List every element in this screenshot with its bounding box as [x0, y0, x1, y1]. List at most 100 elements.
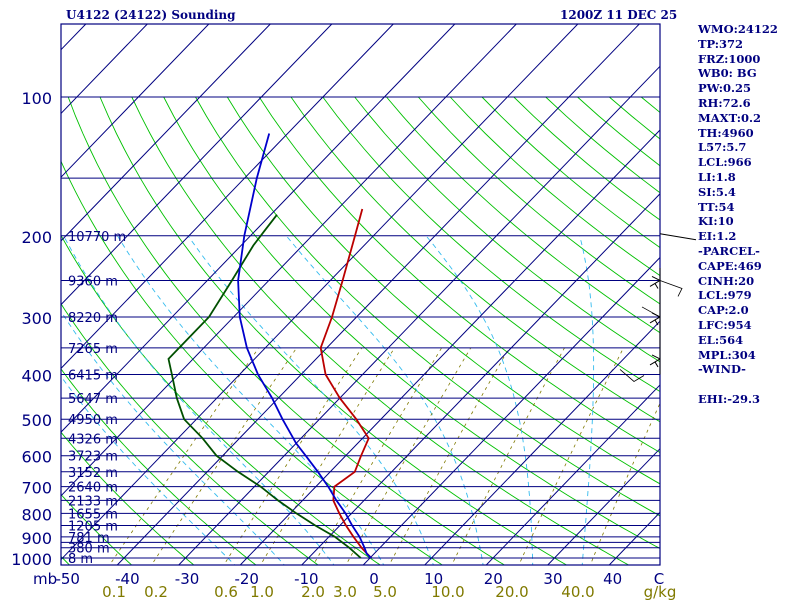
pressure-label: 400 — [21, 367, 52, 386]
dry-adiabat — [99, 96, 568, 565]
dry-adiabat — [354, 96, 660, 363]
isotherm — [61, 24, 333, 306]
moist-adiabat — [61, 310, 285, 565]
mixing-ratio-line — [259, 347, 395, 565]
parcel-profile — [237, 133, 372, 559]
pressure-label: 700 — [21, 479, 52, 498]
temperature-tick-label: 30 — [543, 570, 562, 588]
isotherm — [61, 24, 394, 370]
index-item: MPL:304 — [698, 347, 756, 362]
height-label: 9360 m — [68, 274, 118, 289]
isotherm — [116, 24, 640, 565]
index-item: LCL:966 — [698, 155, 752, 170]
dry-adiabat — [226, 96, 660, 485]
dry-adiabat — [0, 97, 10, 568]
dry-adiabat — [322, 96, 660, 393]
height-label: 7265 m — [68, 342, 118, 357]
celsius-unit-label: C — [654, 570, 664, 588]
height-label: 2640 m — [68, 481, 118, 496]
temperature-tick-label: -40 — [115, 570, 140, 588]
height-label: 1205 m — [68, 519, 118, 534]
chart-title: U4122 (24122) Sounding — [66, 8, 236, 22]
mixing-ratio-line — [451, 347, 565, 565]
mixing-ratio-line — [151, 347, 298, 565]
pressure-label: 200 — [21, 228, 52, 247]
pressure-label: 1000 — [11, 550, 52, 569]
temperature-tick-label: 0 — [369, 570, 379, 588]
mixing-ratio-label: 3.0 — [333, 583, 357, 600]
temperature-tick-label: -20 — [234, 570, 259, 588]
dry-adiabat — [258, 96, 660, 454]
height-label: 4326 m — [68, 432, 118, 447]
height-label: 3152 m — [68, 466, 118, 481]
wind-barb — [619, 369, 645, 382]
dry-adiabat — [61, 493, 133, 565]
index-item: FRZ:1000 — [698, 51, 761, 66]
mixing-ratio-label: 40.0 — [561, 583, 594, 600]
mixing-ratio-label: 5.0 — [373, 583, 397, 600]
index-item: CINH:20 — [698, 273, 755, 288]
index-item: PW:0.25 — [698, 81, 752, 96]
isotherm — [61, 24, 517, 497]
dry-adiabat — [61, 302, 319, 565]
dry-adiabat — [67, 96, 506, 565]
index-item: CAPE:469 — [698, 258, 762, 273]
height-label: 3723 m — [68, 450, 118, 465]
height-label: 6415 m — [68, 369, 118, 384]
wind-barb — [641, 280, 683, 318]
index-item: LCL:979 — [698, 288, 752, 303]
temperature-profile — [319, 208, 372, 559]
dry-adiabat — [417, 96, 660, 305]
pressure-label: 100 — [21, 89, 52, 108]
mb-axis-label: mb — [33, 570, 57, 588]
isotherm — [239, 129, 660, 565]
temperature-tick-label: 20 — [484, 570, 503, 588]
index-item: L57:5.7 — [698, 140, 747, 155]
mixing-ratio-label: 0.1 — [102, 583, 126, 600]
temperature-tick-label: -30 — [175, 570, 200, 588]
isotherm — [362, 256, 660, 565]
index-item: KI:10 — [698, 214, 734, 229]
moist-adiabat — [61, 375, 236, 565]
isotherm — [61, 24, 210, 178]
temperature-tick-label: -10 — [294, 570, 319, 588]
index-item: TT:54 — [698, 199, 735, 214]
dry-adiabat — [61, 160, 444, 565]
temperature-tick-label: 10 — [424, 570, 443, 588]
index-item: -WIND- — [698, 362, 746, 377]
height-label: 8220 m — [68, 311, 118, 326]
index-spacer — [698, 377, 778, 392]
index-item: LFC:954 — [698, 317, 752, 332]
index-item: CAP:2.0 — [698, 303, 749, 318]
wind-barb — [649, 276, 661, 289]
pressure-label: 800 — [21, 505, 52, 524]
dry-adiabat — [61, 431, 195, 565]
mixing-ratio-label: 0.6 — [214, 583, 238, 600]
dewpoint-profile — [167, 214, 362, 559]
temperature-tick-label: 40 — [603, 570, 622, 588]
pressure-label: 500 — [21, 411, 52, 430]
index-item: LI:1.8 — [698, 169, 736, 184]
height-label: 4950 m — [68, 413, 118, 428]
isotherm — [424, 320, 660, 565]
pressure-label: 900 — [21, 529, 52, 548]
moist-adiabat — [187, 235, 434, 565]
index-item: EI:1.2 — [698, 229, 737, 244]
moist-adiabat — [579, 235, 595, 565]
isotherm — [61, 24, 456, 433]
wind-barb — [659, 233, 697, 241]
mixing-ratio-label: 0.2 — [144, 583, 168, 600]
index-item: WMO:24122 — [698, 22, 778, 36]
height-label: 1655 m — [68, 507, 118, 522]
height-label: 10770 m — [68, 230, 126, 245]
isotherm — [485, 384, 660, 565]
isotherm — [61, 24, 579, 561]
stability-indices-panel: WMO:24122 TP:372 FRZ:1000 WB0: BG PW:0.25 RH:… — [698, 22, 778, 407]
dry-adiabat — [290, 96, 660, 423]
height-label: 781 m — [68, 531, 110, 546]
index-item: SI:5.4 — [698, 184, 736, 199]
index-item: EL:564 — [698, 332, 744, 347]
height-label: 8 m — [68, 552, 93, 567]
moist-adiabat — [63, 235, 335, 565]
pressure-label: 600 — [21, 448, 52, 467]
